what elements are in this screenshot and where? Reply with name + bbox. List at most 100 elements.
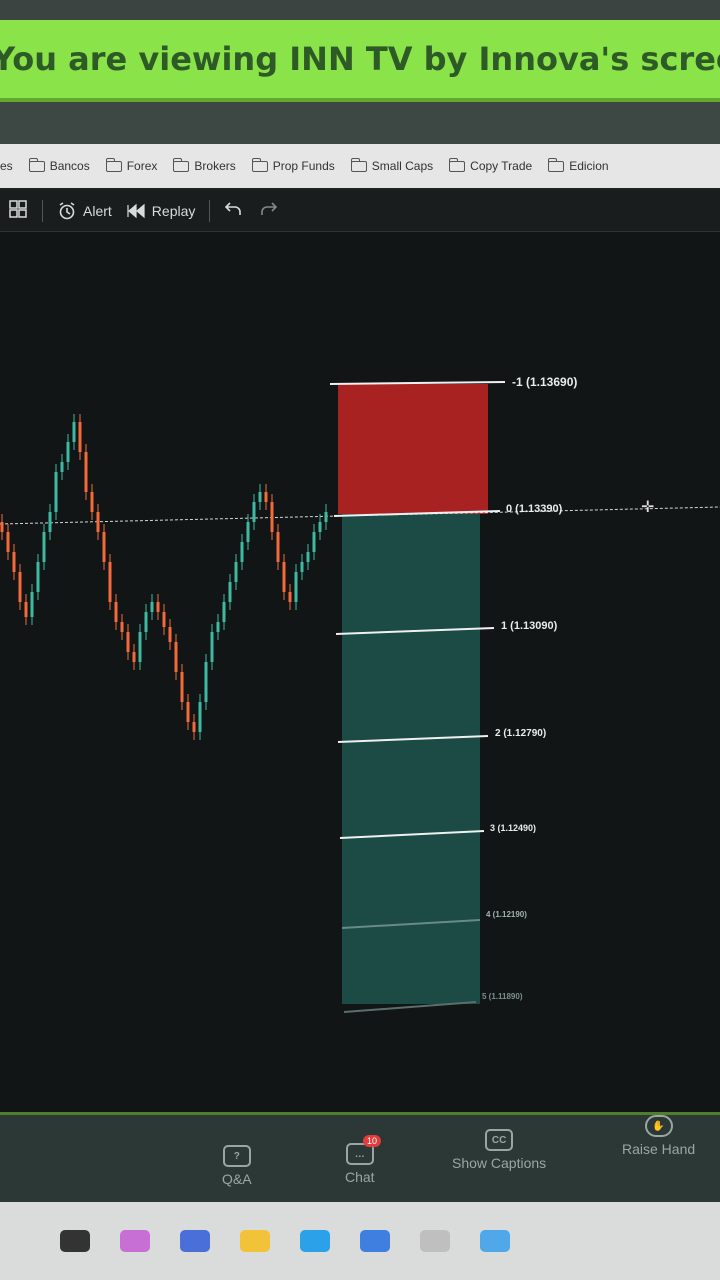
candle-body [156,602,160,612]
candle-body [60,462,64,472]
top-strip [0,0,720,20]
file-explorer-icon[interactable] [240,1230,270,1252]
candle-body [30,592,34,617]
candle-body [96,512,100,532]
captions-label: Show Captions [452,1155,547,1171]
candle-body [150,602,154,612]
bookmark-es[interactable]: es [0,159,13,173]
level-line [329,381,506,385]
bookmark-copy-trade[interactable]: Copy Trade [449,157,532,173]
candle-body [198,702,202,732]
candle-body [78,422,82,452]
copilot-icon[interactable] [120,1230,150,1252]
candle-body [12,552,16,572]
store-icon[interactable] [360,1230,390,1252]
candle-body [186,702,190,722]
toolbar-divider [42,199,43,222]
candle-body [294,572,298,602]
candle-body [318,522,322,532]
bookmark-forex[interactable]: Forex [105,157,158,173]
level-line [335,627,495,635]
folder-icon [449,157,466,172]
level-label: 1 (1.13090) [501,620,558,632]
bookmark-label: Brokers [194,159,236,173]
candle-body [120,622,124,632]
bookmarks-bar: es Bancos Forex Brokers Prop Funds Small… [0,144,720,188]
level-label: 3 (1.12490) [490,823,537,833]
candle-body [0,522,4,532]
redo-icon[interactable] [258,200,278,221]
candle-body [114,602,118,622]
screen-share-banner: You are viewing INN TV by Innova's scree… [0,20,720,102]
qa-icon: ? [222,1145,251,1167]
bookmark-edicion[interactable]: Edicion [548,157,609,173]
candle-body [276,532,280,562]
bookmark-small-caps[interactable]: Small Caps [350,157,433,173]
folder-icon [548,157,565,172]
chat-label: Chat [345,1169,375,1185]
candle-body [204,662,208,702]
take-profit-zone[interactable] [342,514,480,1004]
candle-body [192,722,196,732]
taskview-icon[interactable] [60,1230,90,1252]
show-captions-button[interactable]: CC Show Captions [452,1129,546,1171]
chat-button[interactable]: … 10 Chat [345,1135,382,1185]
replay-label: Replay [151,202,196,219]
level-line [337,735,489,743]
bookmark-label: Edicion [569,159,609,173]
candle-body [264,492,268,502]
candle-body [6,532,10,552]
teams-icon[interactable] [180,1230,210,1252]
candle-body [300,562,304,572]
candle-body [282,562,286,592]
app-icon[interactable] [480,1230,510,1252]
candle-body [228,582,232,602]
chart-canvas[interactable]: ✛ [0,232,720,1112]
windows-taskbar [0,1202,720,1280]
candle-body [54,472,58,512]
banner-text: You are viewing INN TV by Innova's scree… [0,40,720,78]
replay-button[interactable]: Replay [126,202,196,219]
candle-body [84,452,88,492]
bookmark-label: Prop Funds [272,159,335,173]
candle-body [18,572,22,602]
level-line [343,1001,477,1013]
candle-body [66,442,70,462]
level-label: 2 (1.12790) [495,728,547,739]
qa-button[interactable]: ? Q&A [222,1145,252,1187]
bookmark-label: Bancos [49,159,90,173]
chat-bubble-icon: … [345,1143,374,1165]
bookmark-label: Forex [126,159,158,173]
folder-icon [173,157,190,172]
level-label: 0 (1.13390) [506,503,563,515]
candle-body [48,512,52,532]
candle-body [132,652,136,662]
bookmark-bancos[interactable]: Bancos [28,157,90,173]
app-icon[interactable] [420,1230,450,1252]
hand-icon: ✋ [644,1115,673,1137]
qa-label: Q&A [222,1171,252,1187]
edge-icon[interactable] [300,1230,330,1252]
level-label: 5 (1.11890) [482,992,523,1001]
indicators-icon[interactable] [8,199,28,222]
alert-label: Alert [83,202,112,219]
alert-button[interactable]: Alert [57,201,112,221]
rewind-icon [127,203,145,218]
undo-icon[interactable] [224,200,244,221]
raise-hand-button[interactable]: ✋ Raise Hand [622,1115,695,1157]
crosshair-icon: ✛ [641,497,654,516]
folder-icon [105,157,122,172]
candle-body [42,532,46,562]
candle-body [246,522,250,542]
candle-body [144,612,148,632]
candle-body [102,532,106,562]
bookmark-prop-funds[interactable]: Prop Funds [251,157,335,173]
candle-body [138,632,142,662]
candle-body [258,492,262,502]
bookmark-brokers[interactable]: Brokers [173,157,236,173]
candle-body [222,602,226,622]
candle-body [210,632,214,662]
raise-hand-label: Raise Hand [622,1141,696,1157]
stop-loss-zone[interactable] [338,384,488,514]
price-chart[interactable]: ✛ -1 (1.13690) 0 (1.13390) 1 (1.13090) 2… [0,232,720,1112]
